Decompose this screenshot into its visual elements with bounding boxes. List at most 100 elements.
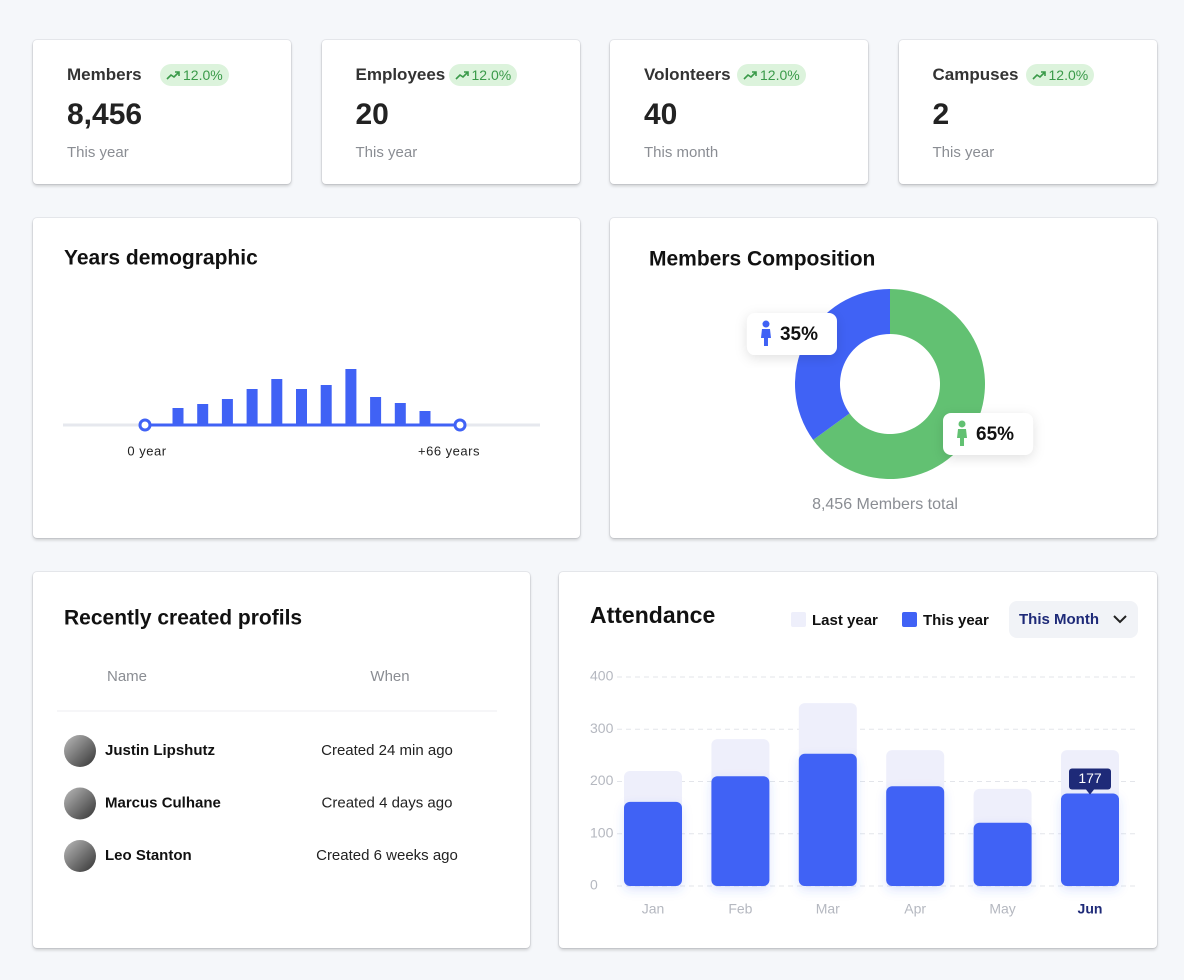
bar [886,786,945,886]
bar [345,369,357,425]
stat-value: 20 [355,98,389,131]
change-value: 12.0% [760,67,800,83]
stat-period: This month [644,144,719,161]
y-tick-label: 200 [590,772,614,788]
donut-segment [813,289,985,479]
value-label: 35% [780,324,818,345]
bar [320,385,332,425]
person-body [957,428,968,446]
profile-created: Created 6 weeks ago [316,847,458,864]
avatar [64,840,96,872]
composition-card: Members Composition 8,456 Members total … [610,218,1157,538]
trend-icon [166,71,180,80]
stat-card: Campuses 12.0% 2 This year [898,40,1157,184]
stat-card: Members 12.0% 8,456 This year [33,40,291,184]
stat-period: This year [932,144,995,161]
bar [246,389,258,425]
bar [296,389,307,425]
axis-label: +66 years [418,443,480,458]
tooltip [1069,768,1111,790]
bar [172,408,184,425]
column-header: Name [107,668,147,685]
bar [394,403,406,425]
table-title: Recently created profils [64,607,302,630]
axis-label: 0 year [127,443,166,458]
chart-title: Attendance [590,602,715,628]
y-tick-label: 300 [590,720,614,736]
y-tick-label: 100 [590,824,614,840]
range-handle [138,418,152,432]
stat-label: Campuses [932,65,1019,84]
change-value: 12.0% [471,67,512,83]
change-value: 12.0% [183,67,223,83]
profiles-table: Recently created profils Name When Justi… [57,607,497,872]
bar [419,411,431,425]
profiles-card: Recently created profils Name When Justi… [33,572,530,948]
bar [624,801,682,886]
donut-segment [795,289,890,440]
y-tick-label: 400 [590,668,614,684]
data-label: 177 [1078,770,1102,786]
stat-period: This year [67,144,129,161]
period-dropdown[interactable] [1009,601,1138,638]
bar [798,753,857,886]
x-tick-label: Mar [816,901,840,917]
profile-created: Created 4 days ago [322,794,453,811]
bar [1061,793,1119,886]
change-badge: 12.0% [160,64,229,86]
demographic-card: Years demographic 0 year +66 years [33,218,580,538]
profile-created: Created 24 min ago [321,742,453,759]
avatar [64,787,96,820]
bar [221,399,233,425]
avatar [64,735,96,767]
trend-icon [1031,71,1046,80]
x-tick-label: May [989,901,1015,917]
range-handle [453,418,467,432]
legend-swatch [791,612,806,627]
stat-label: Employees [355,65,446,84]
bar [973,822,1032,886]
dropdown-chevron[interactable] [1113,615,1127,624]
stat-value: 40 [644,98,678,131]
attendance-card: Attendance This Month 0 100 200 300 400 Last … [559,572,1157,948]
trend-icon [743,71,757,80]
change-badge: 12.0% [737,64,806,86]
composition-chart: Members Composition 8,456 Members total … [649,248,1034,513]
x-tick-label: Feb [728,901,752,917]
value-label: 65% [976,424,1014,445]
chart-subtitle: 8,456 Members total [812,496,958,513]
tooltip-pointer [1086,789,1094,795]
stat-value: 2 [932,98,950,131]
x-tick-label: Apr [904,901,926,917]
stat-label: Members [67,65,142,84]
legend-label: This year [923,612,989,629]
trend-icon [454,71,469,80]
stat-value: 8,456 [67,98,143,131]
dropdown-label[interactable]: This Month [1019,611,1099,628]
y-tick-label: 0 [590,877,598,893]
demographic-chart: Years demographic 0 year +66 years [63,247,540,458]
stat-card: Volonteers 12.0% 40 This month [610,40,868,184]
person-body [760,329,771,347]
profile-name: Justin Lipshutz [105,742,215,759]
change-badge: 12.0% [1025,64,1095,86]
change-value: 12.0% [1048,67,1089,83]
person-head [958,420,966,428]
x-tick-label: Jan [642,901,665,917]
bar [271,379,283,425]
profile-name: Marcus Culhane [105,794,221,811]
chart-title: Members Composition [649,248,875,271]
column-header: When [370,668,409,685]
label-box [943,412,1034,455]
attendance-chart: Attendance This Month 0 100 200 300 400 Last … [590,601,1139,917]
profile-name: Leo Stanton [105,847,192,864]
change-badge: 12.0% [448,64,518,86]
chart-title: Years demographic [64,247,258,270]
legend-label: Last year [812,612,878,629]
stat-label: Volonteers [644,65,731,84]
stat-card: Employees 12.0% 20 This year [321,40,580,184]
bar [370,397,382,425]
x-tick-label: Jun [1078,901,1103,917]
label-box [746,313,837,356]
